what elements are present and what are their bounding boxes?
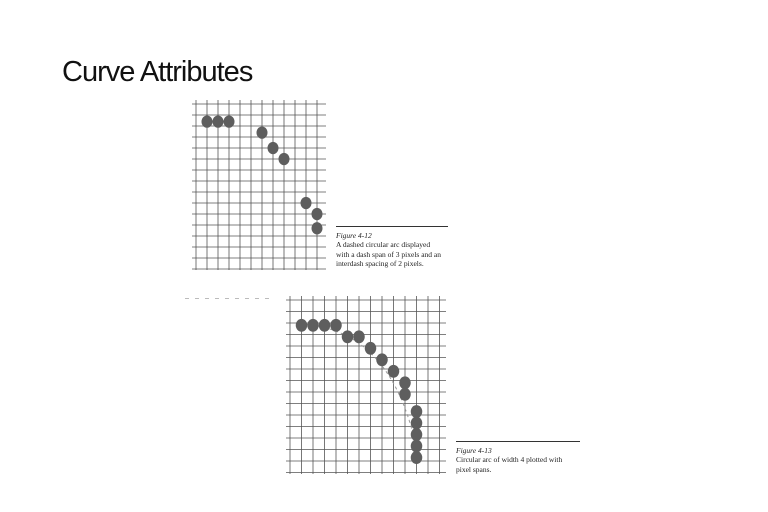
pixel [311, 222, 323, 235]
pixel [256, 126, 268, 139]
caption-line: interdash spacing of 2 pixels. [336, 259, 424, 268]
pixel [300, 196, 312, 210]
figure-label: Figure 4-12 [336, 231, 372, 240]
figure-4-12-grid [192, 100, 326, 270]
pixel [267, 141, 279, 155]
pixel [330, 318, 342, 332]
caption-rule [456, 441, 580, 442]
figure-4-13-grid [286, 296, 446, 474]
pixel [278, 152, 290, 166]
pixel [223, 115, 235, 128]
figure-4-12-caption: Figure 4-12 A dashed circular arc displa… [336, 226, 448, 269]
slide-title: Curve Attributes [62, 56, 253, 88]
pixel [307, 318, 319, 332]
decorative-divider [185, 298, 270, 299]
pixel [410, 439, 423, 453]
figure-label: Figure 4-13 [456, 446, 492, 455]
caption-line: pixel spans. [456, 464, 492, 474]
pixel [212, 115, 224, 128]
pixel [341, 330, 354, 344]
caption-rule [336, 226, 448, 227]
pixel [410, 428, 423, 441]
pixel [399, 387, 411, 401]
caption-line: Circular arc of width 4 plotted with [456, 455, 563, 464]
pixel [311, 207, 323, 221]
pixel [295, 318, 308, 332]
pixel [410, 405, 423, 418]
figure-4-13-caption: Figure 4-13 Circular arc of width 4 plot… [456, 441, 580, 474]
pixel [410, 451, 423, 464]
arc-pixels [295, 318, 423, 464]
pixel [201, 115, 213, 128]
caption-line: with a dash span of 3 pixels and an [336, 249, 441, 259]
grid-lines [192, 100, 326, 270]
pixel [387, 364, 400, 378]
pixel [399, 376, 411, 390]
caption-line: A dashed circular arc displayed [336, 240, 431, 249]
pixel [410, 416, 423, 430]
pixel [353, 330, 365, 344]
pixel [364, 341, 377, 355]
arc-pixels [201, 115, 323, 235]
pixel [376, 353, 388, 367]
grid-lines [286, 296, 446, 474]
pixel [318, 318, 331, 332]
